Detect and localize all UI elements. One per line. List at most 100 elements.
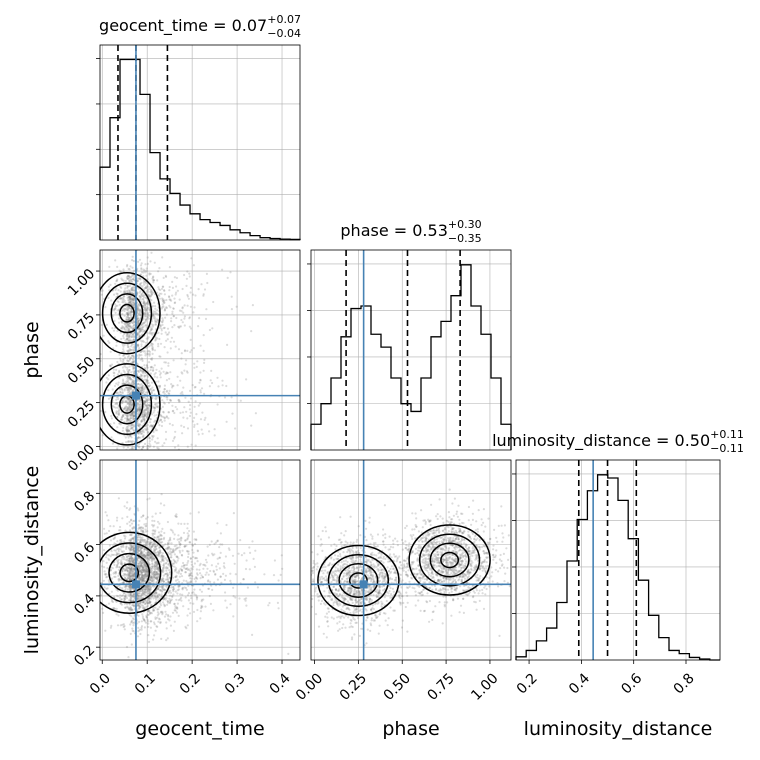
scatter-point [132,415,135,418]
scatter-point [148,308,151,312]
scatter-point [158,297,161,300]
scatter-point [158,370,161,373]
scatter-point [126,333,129,336]
scatter-point [129,538,132,541]
scatter-point [158,355,161,358]
scatter-point [141,446,144,449]
scatter-point [128,297,131,300]
scatter-point [131,280,134,283]
scatter-point [147,588,151,591]
scatter-point [93,336,95,338]
scatter-point [139,358,142,361]
scatter-point [153,524,156,527]
scatter-point [138,426,141,429]
scatter-point [149,546,153,549]
scatter-point [140,571,143,574]
scatter-point [143,590,146,593]
scatter-point [151,396,154,399]
hist-panel-phase [307,249,512,451]
scatter-point [146,541,149,544]
scatter-point [130,378,133,381]
scatter-point [177,400,181,403]
scatter-point [132,278,135,281]
scatter-point [140,324,143,327]
scatter-point [168,304,171,307]
scatter-point [223,562,226,565]
scatter-point [153,532,156,536]
scatter-point [137,370,140,373]
scatter-point [119,525,122,529]
scatter-point [128,295,131,299]
scatter-point [138,319,141,322]
scatter-point [116,426,119,429]
scatter-point [132,327,135,330]
scatter-point [130,454,132,456]
scatter-point [111,577,114,580]
scatter-point [186,270,189,273]
scatter-point [124,409,127,412]
scatter-point [123,309,126,313]
scatter-point [115,279,119,282]
scatter-point [130,423,133,426]
scatter-point [127,397,130,400]
scatter-point [118,529,121,532]
scatter-point [170,320,173,323]
scatter-point [213,581,216,584]
scatter-point [157,617,161,620]
scatter-point [144,303,147,306]
scatter-point [139,403,142,406]
scatter-point [177,572,180,575]
scatter-point [161,587,164,591]
scatter-point [120,569,123,572]
scatter-point [145,337,148,340]
scatter-point [174,450,176,452]
scatter-point [128,392,131,395]
scatter-point [128,301,131,304]
scatter-point [172,548,175,551]
scatter-point [175,515,178,518]
scatter-point [131,403,134,406]
scatter-point [145,318,148,321]
scatter-point [144,401,147,404]
scatter-point [167,362,170,365]
scatter-point [127,324,130,327]
scatter-point [173,297,176,300]
scatter-point [152,424,155,427]
scatter-point [177,444,180,447]
scatter-point [104,306,107,309]
scatter-point [143,321,146,324]
scatter-point [127,418,130,421]
scatter-point [120,594,123,598]
scatter-point [153,409,156,412]
scatter-point [129,296,132,299]
scatter-point [148,600,151,603]
scatter-point [149,578,152,582]
scatter-point [149,424,153,427]
scatter-point [199,344,202,347]
scatter-point [158,292,161,295]
scatter-point [140,574,143,577]
scatter-point [154,323,157,326]
scatter-point [142,301,145,304]
scatter-point [147,404,150,407]
scatter-point [156,595,159,598]
scatter-point [139,290,142,293]
scatter-point [150,365,153,368]
scatter-point [207,423,210,426]
scatter-point [128,296,132,299]
scatter-point [129,378,132,381]
scatter-point [129,419,132,422]
scatter-point [162,370,165,373]
scatter-point [183,545,187,548]
scatter-point [139,564,142,567]
scatter-point [145,586,148,590]
scatter-point [209,569,212,573]
scatter-point [163,416,166,419]
scatter-point [132,423,135,426]
scatter-point [168,389,171,392]
scatter-point [162,598,165,601]
scatter-point [145,517,148,520]
scatter-point [166,395,169,399]
scatter-point [131,286,134,289]
scatter-point [136,507,139,510]
